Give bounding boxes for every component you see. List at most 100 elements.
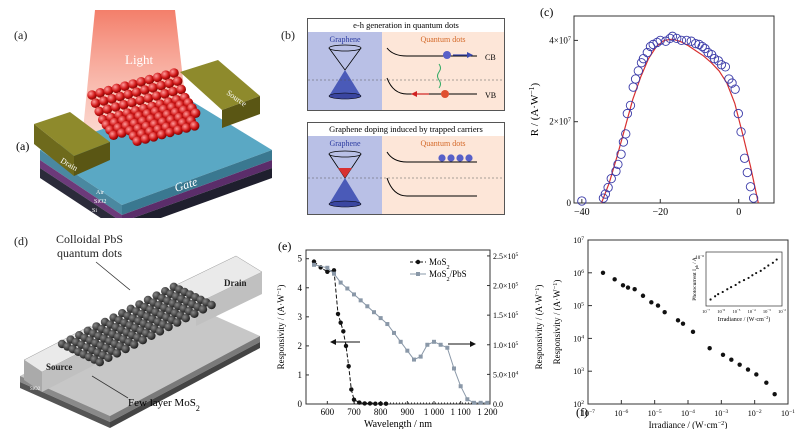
mos2-label: Few layer MoS2 xyxy=(128,397,200,413)
panel-f: (f) 10−7 10−6 10−5 10−4 10−3 10−2 10−1 102 103 104… xyxy=(548,226,801,430)
fit-line-c xyxy=(600,38,759,204)
light-label: Light xyxy=(125,52,154,67)
x-tick-label-e: 1 200 xyxy=(477,407,498,417)
quantum-dot xyxy=(111,83,122,94)
x-tick-label-c: −40 xyxy=(574,207,590,218)
data-point-mos2 xyxy=(331,268,337,273)
pbs-dot xyxy=(112,349,122,358)
hole-dot xyxy=(441,90,449,98)
quantum-dot xyxy=(165,127,175,138)
data-point-c xyxy=(730,84,740,94)
data-point-mos2 xyxy=(383,401,389,406)
y-tick-label-f: 103 xyxy=(573,367,584,376)
data-point-mos2 xyxy=(338,320,343,325)
qd-label-top: Quantum dots xyxy=(420,35,465,44)
band-diagram: e-h generation in quantum dots Graphene … xyxy=(307,18,505,215)
panel-a: Gate Drain Source (a) Light Air SiO2 Si xyxy=(0,0,282,232)
data-point-mos2 xyxy=(373,401,378,406)
data-point-f xyxy=(729,357,734,362)
panel-d: (d) Colloidal PbS quantum dots Source Dr… xyxy=(0,226,270,429)
inset-point-f xyxy=(726,288,729,291)
inset-point-f xyxy=(755,271,758,275)
inset-point-f xyxy=(729,286,733,289)
quantum-dot xyxy=(103,85,114,96)
graphene-label-bottom: Graphene xyxy=(329,139,361,148)
device-illustration-d: Source Drain SiO2 Si Few layer MoS2 xyxy=(20,255,263,428)
inset-point-f xyxy=(738,281,741,284)
data-point-mos2 xyxy=(362,401,367,406)
inset-xtick-f: 10−2 xyxy=(778,308,786,314)
data-point-c xyxy=(665,33,675,44)
quantum-dot xyxy=(161,70,171,80)
pbs-dot xyxy=(190,309,199,318)
y-tick-label-right-e: 1.0×105 xyxy=(493,341,519,350)
layer-si-d: Si xyxy=(30,395,35,400)
inset-point-f xyxy=(763,267,766,270)
data-point-mos2-pbs xyxy=(465,397,470,402)
data-point-f xyxy=(600,270,606,275)
y-tick-label-f: 104 xyxy=(573,334,584,343)
inset-point-f xyxy=(771,261,774,264)
x-tick-label-c: −20 xyxy=(652,207,668,218)
drain-label-d: Drain xyxy=(224,278,247,288)
y-tick-label-left-e: 1 xyxy=(298,370,303,380)
quantum-dot xyxy=(108,130,119,140)
inset-xtick-f: 10−5 xyxy=(732,308,740,314)
quantum-dot xyxy=(144,74,155,85)
data-point-f xyxy=(632,287,637,292)
chart-f-svg: (f)10−7 10−6 10−5 10−4 10−3 10−2 10−1102103104… xyxy=(552,236,796,430)
plot-frame-e xyxy=(305,249,491,405)
y-axis-label-left-e: Responsivity / (A·W−1) xyxy=(276,285,287,370)
y-axis-label-c: R / (A·W−1) xyxy=(527,82,542,136)
chart-e-svg: (e) 600 700 800 900 1 000 1 100 1 200 0 1 2 3 4 5 0.0 5… xyxy=(276,239,545,430)
quantum-dot xyxy=(173,125,183,135)
inset-xlabel-f: Irradiance / (W·cm−2) xyxy=(718,315,770,324)
x-tick-label-e: 1 000 xyxy=(424,407,445,417)
data-point-c xyxy=(742,167,752,178)
top-box-title: e-h generation in quantum dots xyxy=(353,20,459,30)
inset-point-f xyxy=(734,283,737,287)
quantum-dot-array xyxy=(87,68,201,146)
x-tick-label-f: 10−5 xyxy=(648,409,662,418)
quantum-dot xyxy=(123,89,134,100)
data-point-mos2-pbs xyxy=(478,400,483,405)
y-tick-label-f: 106 xyxy=(573,269,584,278)
quantum-dot xyxy=(148,83,158,93)
quantum-dot xyxy=(140,134,151,144)
data-point-f xyxy=(655,303,661,308)
data-point-c xyxy=(603,182,613,193)
quantum-dot xyxy=(152,72,163,83)
y-tick-label-f: 107 xyxy=(573,236,584,245)
data-point-f xyxy=(764,380,769,385)
data-point-f xyxy=(772,391,777,397)
data-point-f xyxy=(675,318,681,323)
y-tick-label-right-e: 0.0 xyxy=(493,400,503,409)
quantum-dot xyxy=(102,104,113,114)
data-point-mos2 xyxy=(357,400,362,405)
data-point-f xyxy=(625,285,631,290)
data-point-c xyxy=(727,78,737,88)
data-point-f xyxy=(737,362,742,367)
data-point-f xyxy=(620,283,626,288)
quantum-dot xyxy=(87,90,97,100)
inset-point-f xyxy=(742,278,746,282)
quantum-dot xyxy=(128,79,138,89)
inset-point-f xyxy=(775,258,778,261)
data-point-f xyxy=(720,352,726,357)
data-point-mos2 xyxy=(341,329,346,334)
graphene-label-top: Graphene xyxy=(329,35,361,44)
quantum-dot xyxy=(94,106,104,117)
pbs-quantum-dot-array xyxy=(57,282,216,367)
bottom-box-title: Graphene doping induced by trapped carri… xyxy=(329,124,483,134)
layer-air-label: Air xyxy=(96,190,104,196)
data-point-c xyxy=(633,66,643,76)
panel-d-label: (d) xyxy=(14,234,28,248)
data-point-c xyxy=(748,193,759,203)
data-point-mos2-pbs xyxy=(392,330,396,335)
panel-c-label: (c) xyxy=(540,5,553,19)
data-point-f xyxy=(707,346,712,351)
panel-f-label: (f) xyxy=(576,405,588,419)
inset-ylabel-f: Photocurrent Iph / A xyxy=(692,257,699,300)
quantum-dot xyxy=(115,91,125,102)
